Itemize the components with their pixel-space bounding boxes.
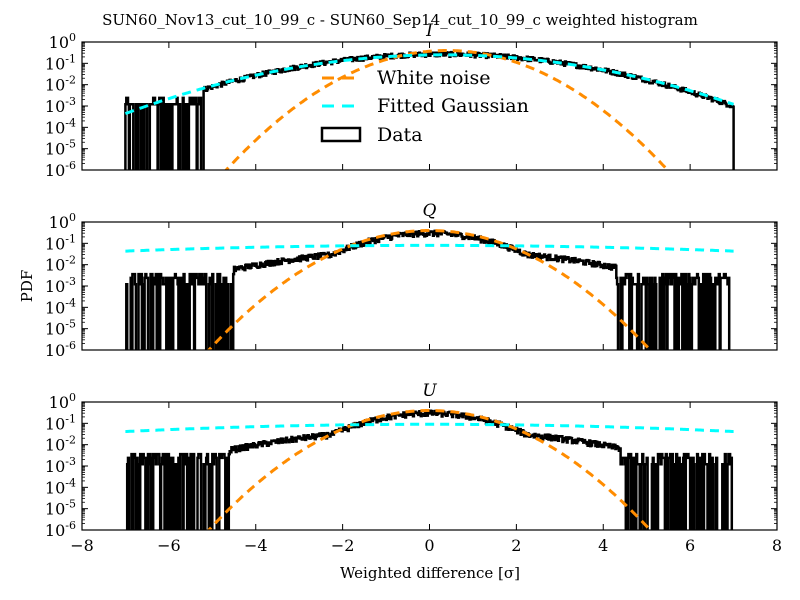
- panel-title: I: [425, 21, 433, 41]
- tick-exponent: -2: [65, 434, 76, 447]
- tick-exponent: -3: [65, 95, 76, 108]
- tick-base: 10: [45, 118, 65, 137]
- panel-title: Q: [423, 201, 437, 221]
- y-tick-label: 10-1: [45, 52, 76, 73]
- y-axis-label: PDF: [18, 270, 36, 303]
- x-tick-label: −6: [157, 536, 181, 555]
- y-tick-label: 10-5: [45, 498, 76, 519]
- tick-exponent: -4: [65, 116, 76, 129]
- tick-exponent: -5: [65, 318, 76, 331]
- plot-area: [124, 49, 735, 170]
- y-tick-label: 10-1: [45, 412, 76, 433]
- y-tick-label: 10-4: [45, 116, 76, 137]
- y-tick-label: 10-5: [45, 318, 76, 339]
- tick-base: 10: [45, 256, 65, 275]
- tick-exponent: 0: [69, 211, 76, 224]
- tick-exponent: -6: [65, 339, 76, 352]
- tick-exponent: 0: [69, 31, 76, 44]
- tick-base: 10: [45, 277, 65, 296]
- tick-base: 10: [45, 436, 65, 455]
- plot-area: [124, 409, 735, 530]
- tick-exponent: 0: [69, 391, 76, 404]
- y-tick-label: 10-3: [45, 95, 76, 116]
- tick-exponent: -5: [65, 498, 76, 511]
- tick-base: 10: [45, 500, 65, 519]
- tick-exponent: -2: [65, 254, 76, 267]
- y-tick-label: 10-2: [45, 254, 76, 275]
- tick-exponent: -4: [65, 476, 76, 489]
- tick-exponent: -4: [65, 296, 76, 309]
- tick-base: 10: [49, 393, 69, 412]
- legend-label: Fitted Gaussian: [377, 95, 529, 117]
- x-tick-label: −2: [331, 536, 355, 555]
- y-tick-label: 10-1: [45, 232, 76, 253]
- legend: White noise Fitted Gaussian Data: [320, 67, 529, 146]
- tick-base: 10: [45, 97, 65, 116]
- y-tick-label: 10-3: [45, 275, 76, 296]
- legend-label: Data: [377, 124, 423, 146]
- x-tick-label: 0: [424, 536, 434, 555]
- y-tick-label: 100: [49, 391, 76, 412]
- tick-exponent: -6: [65, 159, 76, 172]
- tick-base: 10: [45, 161, 65, 180]
- fitted-gaussian-curve: [125, 243, 734, 253]
- y-tick-label: 100: [49, 211, 76, 232]
- x-axis-label: Weighted difference [σ]: [340, 564, 520, 582]
- tick-base: 10: [49, 213, 69, 232]
- tick-exponent: -2: [65, 74, 76, 87]
- fitted-gaussian-curve: [124, 53, 735, 116]
- white-noise-curve: [224, 49, 670, 170]
- y-tick-label: 10-6: [45, 339, 76, 360]
- white-noise-curve: [206, 409, 653, 530]
- panels: 10010-110-210-310-410-510-6I10010-110-21…: [45, 21, 782, 555]
- tick-base: 10: [45, 320, 65, 339]
- y-tick-label: 10-3: [45, 455, 76, 476]
- tick-exponent: -5: [65, 138, 76, 151]
- tick-exponent: -1: [65, 412, 76, 425]
- tick-exponent: -6: [65, 519, 76, 532]
- y-tick-label: 100: [49, 31, 76, 52]
- data-histogram: [124, 229, 735, 350]
- x-tick-label: 6: [685, 536, 695, 555]
- tick-base: 10: [45, 298, 65, 317]
- plot-area: [124, 229, 735, 350]
- tick-exponent: -3: [65, 275, 76, 288]
- tick-base: 10: [45, 234, 65, 253]
- y-tick-label: 10-4: [45, 296, 76, 317]
- x-tick-label: 4: [598, 536, 608, 555]
- legend-swatch-data: [320, 126, 362, 143]
- tick-exponent: -1: [65, 52, 76, 65]
- panel-title: U: [422, 381, 437, 401]
- y-tick-label: 10-6: [45, 519, 76, 540]
- panel-u: −8 −6 −4 −2 0 2 4 6 810010-110-210-310-410-510-6…: [45, 381, 782, 555]
- tick-base: 10: [45, 54, 65, 73]
- tick-base: 10: [49, 33, 69, 52]
- tick-exponent: -3: [65, 455, 76, 468]
- tick-base: 10: [45, 457, 65, 476]
- figure-title: SUN60_Nov13_cut_10_99_c - SUN60_Sep14_cu…: [102, 11, 698, 29]
- x-tick-label: 8: [772, 536, 782, 555]
- x-tick-label: 2: [511, 536, 521, 555]
- y-tick-label: 10-4: [45, 476, 76, 497]
- y-tick-label: 10-6: [45, 159, 76, 180]
- tick-base: 10: [45, 478, 65, 497]
- x-tick-label: −4: [244, 536, 268, 555]
- x-tick-label: −8: [70, 536, 94, 555]
- y-tick-label: 10-2: [45, 74, 76, 95]
- tick-base: 10: [45, 414, 65, 433]
- tick-base: 10: [45, 140, 65, 159]
- y-tick-label: 10-2: [45, 434, 76, 455]
- tick-base: 10: [45, 521, 65, 540]
- tick-exponent: -1: [65, 232, 76, 245]
- y-tick-label: 10-5: [45, 138, 76, 159]
- legend-label: White noise: [377, 67, 491, 89]
- tick-base: 10: [45, 76, 65, 95]
- tick-base: 10: [45, 341, 65, 360]
- white-noise-curve: [206, 229, 653, 350]
- data-histogram: [124, 409, 735, 530]
- fitted-gaussian-curve: [125, 422, 734, 433]
